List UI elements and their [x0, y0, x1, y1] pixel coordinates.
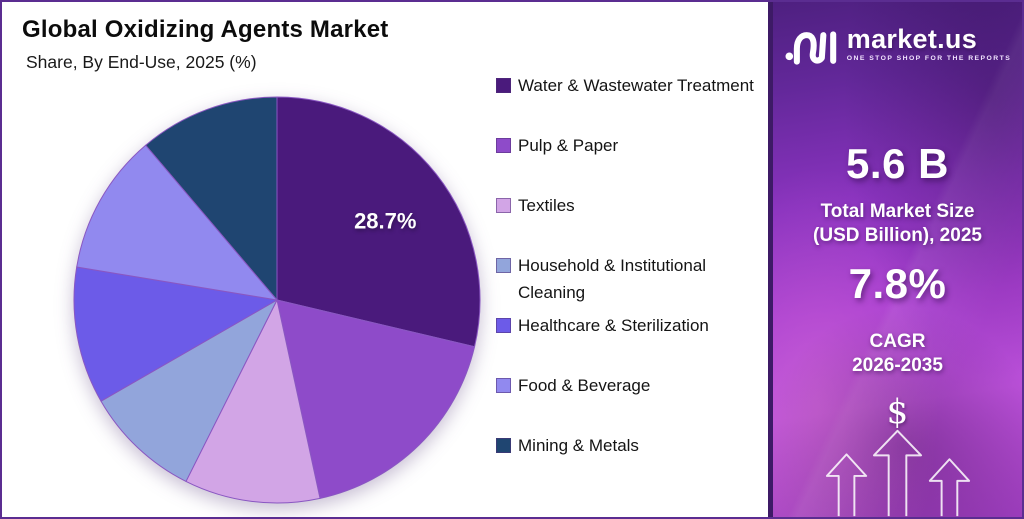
legend-label: Food & Beverage: [518, 376, 651, 395]
chart-subtitle: Share, By End-Use, 2025 (%): [26, 52, 257, 72]
legend-label: Textiles: [518, 196, 575, 215]
cagr-label-line2: 2026-2035: [852, 355, 943, 376]
legend-swatch: [496, 78, 511, 93]
legend-label: Household & Institutional Cleaning: [518, 256, 707, 302]
legend-item-healthcare-sterilization: Healthcare & Sterilization: [496, 312, 754, 372]
legend-swatch: [496, 198, 511, 213]
legend-swatch: [496, 378, 511, 393]
legend-label: Healthcare & Sterilization: [518, 316, 709, 335]
legend-swatch: [496, 138, 511, 153]
brand-logo: market.us ONE STOP SHOP FOR THE REPORTS: [773, 24, 1022, 70]
legend-item-pulp-paper: Pulp & Paper: [496, 132, 754, 192]
dollar-icon: $: [886, 392, 909, 432]
pie-slice-household-institutional-cleaning: [100, 299, 278, 482]
growth-arrows-icon: [825, 429, 971, 517]
market-size-value: 5.6 B: [846, 140, 949, 187]
cagr-value: 7.8%: [848, 260, 947, 307]
legend-swatch: [496, 318, 511, 333]
chart-section: Global Oxidizing Agents Market Share, By…: [2, 2, 766, 517]
pie-slice-mining-metals: [145, 96, 278, 301]
legend-item-mining-metals: Mining & Metals: [496, 432, 754, 492]
market-size-label: Total Market Size (USD Billion), 2025: [773, 200, 1022, 248]
cagr-label: CAGR 2026-2035: [773, 330, 1022, 378]
market-size-label-line1: Total Market Size: [820, 201, 975, 222]
legend-swatch: [496, 438, 511, 453]
pie-chart: 28.7%: [73, 96, 481, 504]
legend-item-textiles: Textiles: [496, 192, 754, 252]
brand-panel: market.us ONE STOP SHOP FOR THE REPORTS …: [768, 2, 1022, 517]
legend-item-household-institutional-cleaning: Household & Institutional Cleaning: [496, 252, 754, 312]
legend-label: Water & Wastewater Treatment: [518, 76, 754, 95]
legend-label: Mining & Metals: [518, 436, 639, 455]
pie-slice-healthcare-sterilization: [73, 266, 278, 402]
pie-slice-data-label: 28.7%: [354, 208, 416, 233]
legend-label: Pulp & Paper: [518, 136, 619, 155]
pie-slice-water-wastewater-treatment: [276, 96, 481, 348]
legend-swatch: [496, 258, 511, 273]
brand-tagline: ONE STOP SHOP FOR THE REPORTS: [846, 55, 1012, 62]
brand-name: market.us: [846, 24, 978, 54]
cagr-label-line1: CAGR: [869, 331, 926, 352]
legend-item-food-beverage: Food & Beverage: [496, 372, 754, 432]
page-title: Global Oxidizing Agents Market: [22, 16, 389, 43]
pie-slice-food-beverage: [76, 144, 278, 301]
market-size-label-line2: (USD Billion), 2025: [813, 225, 982, 246]
legend-item-water-wastewater-treatment: Water & Wastewater Treatment: [496, 72, 754, 132]
marketus-logo-icon: [785, 31, 836, 65]
legend: Water & Wastewater Treatment Pulp & Paper…: [496, 72, 754, 492]
pie-slice-pulp-paper: [276, 299, 476, 499]
pie-slice-textiles: [185, 299, 321, 504]
